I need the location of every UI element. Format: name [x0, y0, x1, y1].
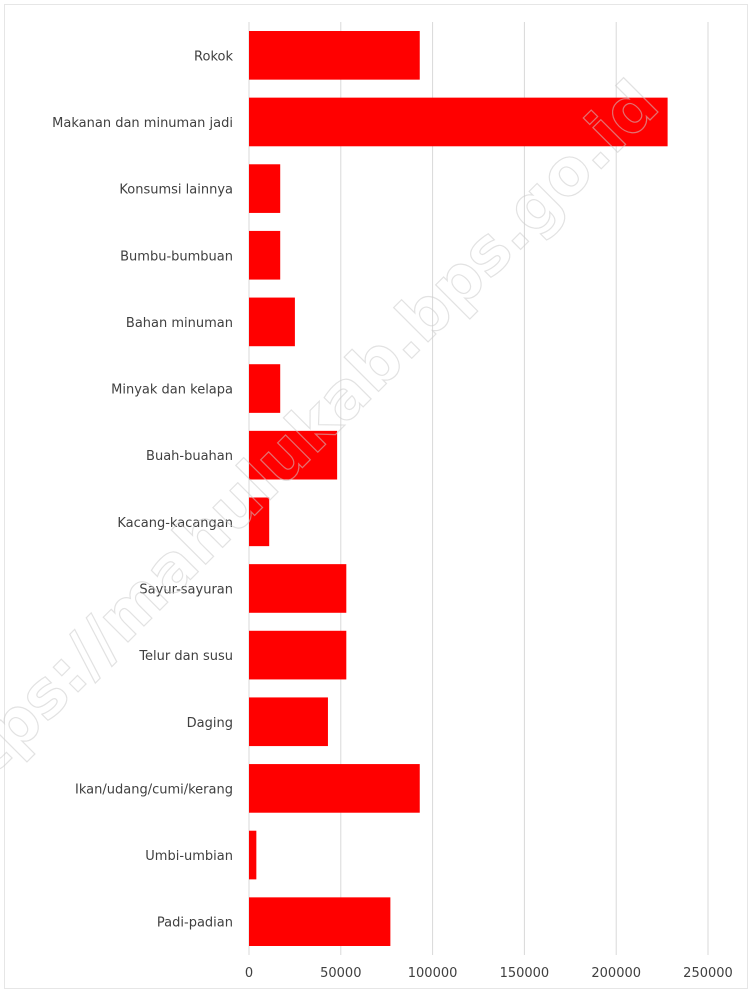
x-tick-label: 200000 [591, 966, 641, 981]
x-tick-label: 50000 [320, 966, 361, 981]
category-label: Bahan minuman [126, 316, 233, 331]
bar [249, 364, 281, 413]
category-label: Umbi-umbian [145, 849, 233, 864]
category-label: Bumbu-bumbuan [120, 249, 233, 264]
category-label: Minyak dan kelapa [111, 383, 233, 398]
category-label: Rokok [194, 49, 233, 64]
category-label: Ikan/udang/cumi/kerang [75, 782, 233, 797]
category-label: Daging [187, 716, 233, 731]
x-tick-label: 250000 [683, 966, 733, 981]
bar [249, 164, 281, 213]
gridlines [248, 22, 709, 955]
bar [249, 230, 281, 280]
category-labels: Rokok Makanan dan minuman jadi Konsumsi la… [52, 49, 233, 930]
bar [249, 430, 338, 480]
category-label: Kacang-kacangan [117, 516, 233, 531]
category-label: Telur dan susu [138, 649, 233, 664]
bar [249, 764, 420, 813]
x-tick-label: 0 [245, 966, 253, 981]
bar [249, 564, 347, 613]
category-label: Makanan dan minuman jadi [52, 116, 233, 131]
bar [249, 830, 257, 880]
x-axis-ticks: 0 50000 100000 150000 200000 250000 [245, 966, 733, 981]
category-label: Sayur-sayuran [139, 582, 233, 597]
bar [249, 697, 328, 747]
bars [249, 30, 668, 947]
x-tick-label: 150000 [500, 966, 550, 981]
bar [249, 497, 270, 547]
chart-frame [4, 4, 748, 989]
category-label: Konsumsi lainnya [119, 183, 233, 198]
bar [249, 897, 391, 947]
bar [249, 97, 668, 147]
category-label: Buah-buahan [146, 449, 233, 464]
category-label: Padi-padian [157, 916, 233, 931]
bar [249, 630, 347, 680]
bar [249, 297, 295, 347]
watermark: https://mahulukab.bps.go.id [0, 67, 673, 843]
x-tick-label: 100000 [408, 966, 458, 981]
bar [249, 30, 420, 80]
